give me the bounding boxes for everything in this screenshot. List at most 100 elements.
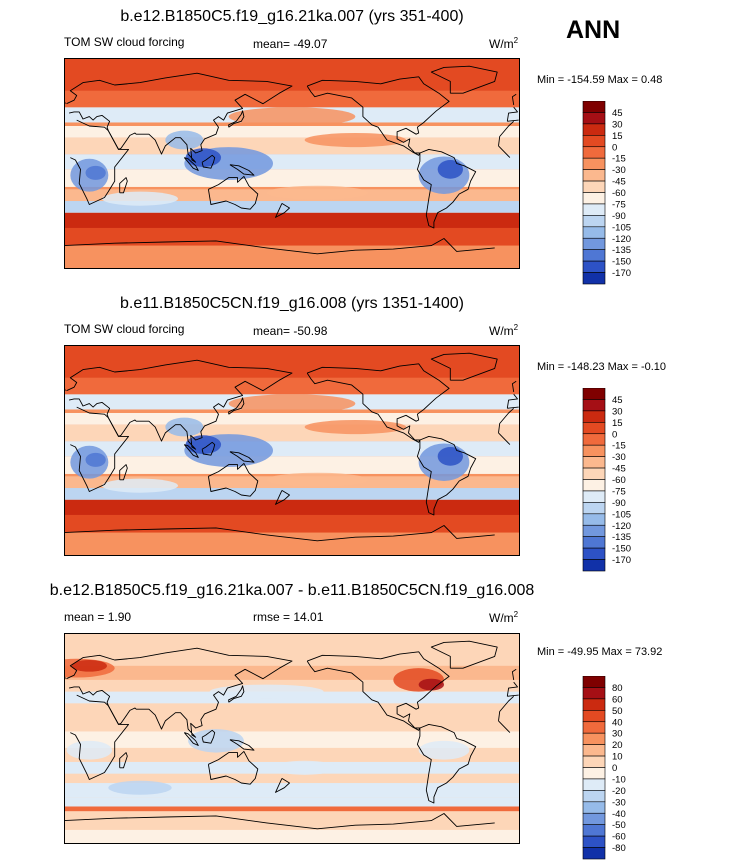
- map-zonal-band: [64, 227, 520, 246]
- colorbar-swatch: [582, 559, 606, 572]
- colorbar-tick-label: 0: [612, 763, 617, 774]
- colorbar-tick-label: 10: [612, 752, 623, 763]
- map-zonal-band: [64, 731, 520, 748]
- colorbar-tick-label: -20: [612, 786, 626, 797]
- panel-1-units: W/m2: [489, 36, 519, 51]
- coastline: [229, 164, 255, 176]
- map-anomaly-region: [304, 420, 406, 435]
- map-zonal-band: [64, 345, 520, 378]
- map-anomaly-region: [418, 740, 470, 760]
- map-anomaly-region: [85, 165, 106, 180]
- coastline: [66, 72, 519, 163]
- coastline: [275, 778, 290, 793]
- map-anomaly-region: [102, 478, 178, 493]
- coastline: [201, 729, 216, 744]
- colorbar-tick-label: 50: [612, 706, 623, 717]
- colorbar-swatch: [582, 524, 606, 537]
- colorbar-swatch: [582, 135, 606, 148]
- map-anomaly-region: [266, 185, 368, 200]
- colorbar-swatch: [582, 824, 606, 837]
- colorbar-tick-label: -15: [612, 154, 626, 165]
- colorbar-tick-label: 45: [612, 395, 623, 406]
- coastline: [229, 451, 255, 463]
- colorbar-swatch: [582, 260, 606, 273]
- map-zonal-band: [64, 797, 520, 807]
- panel-2-variable-label: TOM SW cloud forcing: [64, 322, 185, 336]
- panel-3-minmax: Min = -49.95 Max = 73.92: [537, 646, 663, 658]
- coastline: [119, 177, 128, 194]
- map-zonal-band: [64, 169, 520, 187]
- coastline: [416, 723, 477, 804]
- colorbar-swatch: [582, 767, 606, 780]
- colorbar-tick-label: -75: [612, 199, 626, 210]
- coastline: [430, 65, 498, 94]
- coastline: [64, 238, 495, 255]
- colorbar-tick-label: 20: [612, 740, 623, 751]
- colorbar-swatch: [582, 676, 606, 688]
- colorbar-swatch: [582, 467, 606, 480]
- colorbar-swatch: [582, 157, 606, 170]
- colorbar-tick-label: -80: [612, 843, 626, 854]
- colorbar-tick-label: -170: [612, 268, 631, 279]
- coastline: [430, 640, 498, 669]
- colorbar-tick-label: 45: [612, 108, 623, 119]
- map-anomaly-region: [228, 107, 356, 126]
- colorbar-tick-label: -30: [612, 165, 626, 176]
- colorbar-swatch: [582, 513, 606, 526]
- panel-3-rmse-label: rmse = 14.01: [253, 610, 324, 624]
- coastline: [66, 647, 519, 738]
- coastline: [306, 651, 450, 731]
- coastline: [183, 732, 199, 746]
- coastline: [183, 444, 199, 458]
- coastline: [275, 490, 290, 505]
- colorbar-tick-label: -60: [612, 475, 626, 486]
- map-anomaly-region: [185, 148, 222, 168]
- map-anomaly-region: [266, 472, 368, 487]
- colorbar-tick-label: -150: [612, 544, 631, 555]
- map-anomaly-region: [418, 678, 445, 691]
- map-anomaly-region: [71, 659, 108, 672]
- colorbar-swatch: [582, 721, 606, 734]
- map-anomaly-region: [437, 159, 464, 179]
- map-anomaly-region: [165, 417, 204, 437]
- map-anomaly-region: [273, 760, 337, 775]
- map-anomaly-region: [85, 452, 106, 467]
- panel-2-minmax: Min = -148.23 Max = -0.10: [537, 361, 667, 373]
- colorbar-tick-label: 30: [612, 119, 623, 130]
- colorbar-tick-label: -60: [612, 832, 626, 843]
- coastline: [416, 148, 477, 229]
- map-zonal-band: [64, 456, 520, 474]
- coastline: [70, 406, 515, 492]
- colorbar-tick-label: -60: [612, 188, 626, 199]
- colorbar-tick-label: -120: [612, 521, 631, 532]
- coastline: [119, 752, 128, 769]
- colorbar-swatch: [582, 536, 606, 549]
- map-zonal-band: [64, 377, 520, 395]
- colorbar-swatch: [582, 422, 606, 435]
- map-zonal-band: [64, 514, 520, 533]
- colorbar-tick-label: -150: [612, 257, 631, 268]
- panel-1-variable-label: TOM SW cloud forcing: [64, 35, 185, 49]
- map-zonal-band: [64, 499, 520, 515]
- coastline: [430, 352, 498, 381]
- panel-1-map: [64, 58, 520, 269]
- map-frame: [64, 633, 520, 844]
- colorbar-swatch: [582, 456, 606, 469]
- coastline: [64, 525, 495, 542]
- coastline: [207, 462, 259, 497]
- panel-3-map: [64, 633, 520, 844]
- coastline: [183, 157, 199, 171]
- map-zonal-band: [64, 488, 520, 500]
- colorbar-swatch: [582, 847, 606, 860]
- colorbar-tick-label: -10: [612, 774, 626, 785]
- colorbar-tick-label: 15: [612, 418, 623, 429]
- colorbar-tick-label: -135: [612, 245, 631, 256]
- map-zonal-band: [64, 532, 520, 556]
- colorbar-tick-label: 0: [612, 429, 617, 440]
- map-anomaly-region: [108, 780, 172, 795]
- map-zonal-band: [64, 441, 520, 457]
- colorbar-swatch: [582, 169, 606, 182]
- colorbar-swatch: [582, 801, 606, 814]
- colorbar-swatch: [582, 812, 606, 825]
